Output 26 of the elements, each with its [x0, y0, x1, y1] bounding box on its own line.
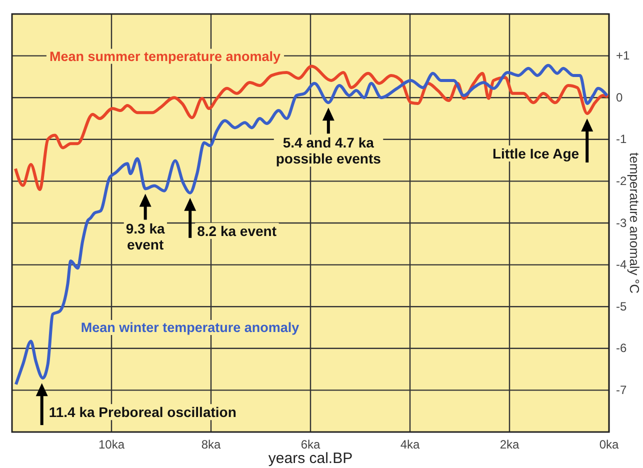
- x-tick-label: 4ka: [400, 438, 420, 452]
- annotation: 9.3 ka event: [126, 220, 165, 253]
- y-tick-label: -1: [616, 132, 627, 146]
- x-tick-label: 10ka: [98, 438, 125, 452]
- y-tick-label: +1: [616, 48, 630, 63]
- x-tick-label: 2ka: [500, 438, 520, 452]
- y-tick-label: 0: [616, 90, 623, 104]
- x-axis-title: years cal.BP: [268, 450, 353, 467]
- annotation: 8.2 ka event: [197, 222, 277, 239]
- line-series: [14, 64, 610, 192]
- y-axis-title: temperature anomaly °C: [627, 152, 642, 294]
- y-tick-label: -3: [616, 216, 627, 230]
- x-tick-label: 0ka: [599, 438, 619, 452]
- annotation: Little Ice Age: [492, 145, 580, 162]
- series-label: Mean winter temperature anomaly: [80, 320, 300, 335]
- annotation: 5.4 and 4.7 ka possible events: [276, 134, 382, 167]
- y-tick-label: -6: [616, 341, 627, 356]
- y-tick-label: -7: [616, 383, 627, 398]
- series-label: Mean summer temperature anomaly: [49, 48, 282, 64]
- y-tick-label: -2: [616, 174, 627, 188]
- annotation: 11.4 ka Preboreal oscillation: [48, 404, 236, 420]
- y-tick-label: -5: [616, 299, 627, 314]
- x-tick-label: 6ka: [300, 438, 320, 452]
- x-tick-label: 8ka: [201, 438, 221, 452]
- y-tick-label: -4: [616, 258, 627, 272]
- line-series: [14, 64, 609, 386]
